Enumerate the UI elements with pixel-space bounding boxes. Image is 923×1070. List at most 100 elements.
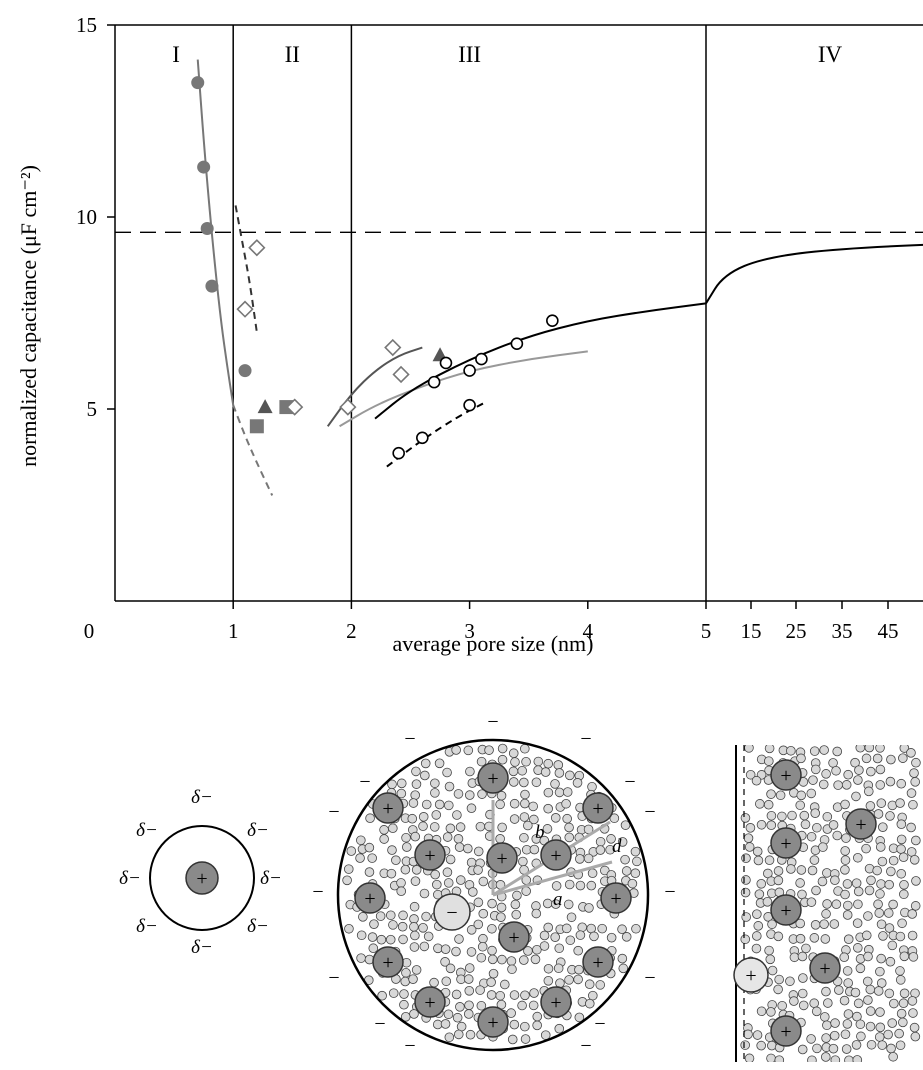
solvent-molecule bbox=[829, 919, 840, 929]
solvent-molecule bbox=[409, 942, 420, 952]
solvent-molecule bbox=[751, 943, 762, 954]
solvent-molecule bbox=[740, 934, 751, 945]
x-tick-label: 1 bbox=[228, 619, 239, 643]
x-axis-label: average pore size (nm) bbox=[393, 631, 594, 656]
cation: + bbox=[845, 808, 877, 840]
solvent-molecule bbox=[512, 890, 522, 901]
solvent-molecule bbox=[886, 1043, 896, 1054]
solvent-molecule bbox=[620, 854, 630, 865]
solvent-molecule bbox=[763, 799, 774, 810]
wall-charge: − bbox=[644, 967, 655, 989]
solvent-molecule bbox=[911, 876, 921, 886]
solvent-molecule bbox=[400, 864, 411, 875]
solvent-molecule bbox=[377, 990, 387, 1001]
solvent-molecule bbox=[744, 842, 755, 852]
solvent-molecule bbox=[508, 748, 519, 759]
solvent-molecule bbox=[810, 808, 821, 818]
solvent-molecule bbox=[908, 799, 918, 810]
ion-sign: + bbox=[780, 1021, 791, 1043]
solvent-molecule bbox=[873, 809, 884, 819]
solvent-molecule bbox=[831, 765, 841, 776]
solvent-molecule bbox=[773, 875, 784, 886]
cation-sign: + bbox=[196, 868, 207, 890]
solvent-molecule bbox=[910, 901, 921, 911]
wall-charge: − bbox=[359, 771, 370, 793]
solvent-molecule bbox=[896, 778, 907, 789]
solvent-molecule bbox=[864, 885, 875, 896]
cation: + bbox=[477, 1006, 509, 1038]
solvent-molecule bbox=[463, 843, 473, 854]
solvent-molecule bbox=[429, 822, 440, 832]
solvent-molecule bbox=[906, 822, 916, 833]
solvent-molecule bbox=[907, 909, 918, 919]
solvent-molecule bbox=[842, 879, 853, 889]
solvent-molecule bbox=[477, 789, 487, 799]
x-tick-label: 25 bbox=[786, 619, 807, 643]
y-tick-label: 15 bbox=[76, 13, 97, 37]
solvent-molecule bbox=[865, 1006, 876, 1016]
solvent-molecule bbox=[743, 1029, 753, 1040]
solvent-molecule bbox=[564, 879, 575, 890]
solvent-molecule bbox=[509, 990, 520, 1000]
solvent-molecule bbox=[887, 1018, 898, 1028]
solvent-molecule bbox=[367, 932, 378, 942]
solvent-molecule bbox=[830, 1018, 840, 1028]
solvent-molecule bbox=[855, 1019, 866, 1030]
solvent-molecule bbox=[455, 822, 466, 832]
solvent-molecule bbox=[401, 842, 412, 852]
solvent-molecule bbox=[764, 855, 775, 866]
data-point bbox=[510, 337, 524, 351]
partial-charge-label: δ− bbox=[119, 868, 141, 889]
solvent-molecule bbox=[478, 933, 488, 944]
mesopore-schematic: ++ ++ +++ +++ ++ ++− b d a −− −− −− −− −− −− −− − bbox=[312, 711, 675, 1057]
solvent-molecule bbox=[575, 880, 586, 891]
solvent-molecule bbox=[884, 923, 895, 933]
solvent-molecule bbox=[519, 812, 530, 822]
solvent-molecule bbox=[853, 775, 863, 785]
solvent-molecule bbox=[764, 945, 774, 956]
wall-charge: − bbox=[404, 1035, 415, 1057]
solvent-molecule bbox=[898, 998, 909, 1009]
fit-curve bbox=[326, 346, 423, 427]
cation: + bbox=[477, 762, 509, 794]
solvent-molecule bbox=[752, 1030, 763, 1040]
ion-sign: + bbox=[550, 845, 561, 867]
solvent-molecule bbox=[810, 920, 821, 930]
solvent-molecule bbox=[885, 956, 896, 967]
solvent-molecule bbox=[520, 1021, 530, 1032]
partial-charge-label: δ− bbox=[260, 868, 282, 889]
solvent-molecule bbox=[819, 1012, 830, 1022]
solvent-molecule bbox=[528, 1000, 539, 1011]
solvent-molecule bbox=[865, 1021, 876, 1032]
solvent-molecule bbox=[520, 743, 530, 754]
solvent-molecule bbox=[358, 912, 368, 922]
ion-sign: + bbox=[424, 992, 435, 1014]
solvent-molecule bbox=[473, 865, 483, 875]
solvent-molecule bbox=[442, 867, 453, 878]
solvent-molecule bbox=[767, 965, 778, 976]
solvent-molecule bbox=[861, 843, 871, 854]
solvent-molecule bbox=[542, 824, 553, 834]
solvent-molecule bbox=[822, 1020, 832, 1031]
solvent-molecule bbox=[809, 746, 820, 756]
solvent-molecule bbox=[398, 934, 408, 945]
solvent-molecule bbox=[532, 1011, 543, 1022]
solvent-molecule bbox=[885, 811, 895, 821]
solvent-molecule bbox=[620, 820, 631, 830]
solvent-molecule bbox=[476, 756, 487, 767]
solvent-molecule bbox=[588, 990, 598, 1001]
solvent-molecule bbox=[896, 1008, 907, 1019]
solvent-molecule bbox=[630, 846, 641, 857]
solvent-molecule bbox=[875, 780, 886, 790]
solvent-molecule bbox=[775, 790, 786, 801]
solvent-molecule bbox=[763, 756, 774, 766]
solvent-molecule bbox=[796, 790, 807, 801]
solvent-molecule bbox=[752, 846, 763, 857]
solvent-molecule bbox=[843, 769, 853, 780]
solvent-molecule bbox=[388, 988, 399, 998]
solvent-molecule bbox=[410, 930, 420, 941]
solvent-molecule bbox=[873, 899, 883, 910]
solvent-molecule bbox=[409, 922, 419, 932]
solvent-molecule bbox=[478, 908, 489, 919]
